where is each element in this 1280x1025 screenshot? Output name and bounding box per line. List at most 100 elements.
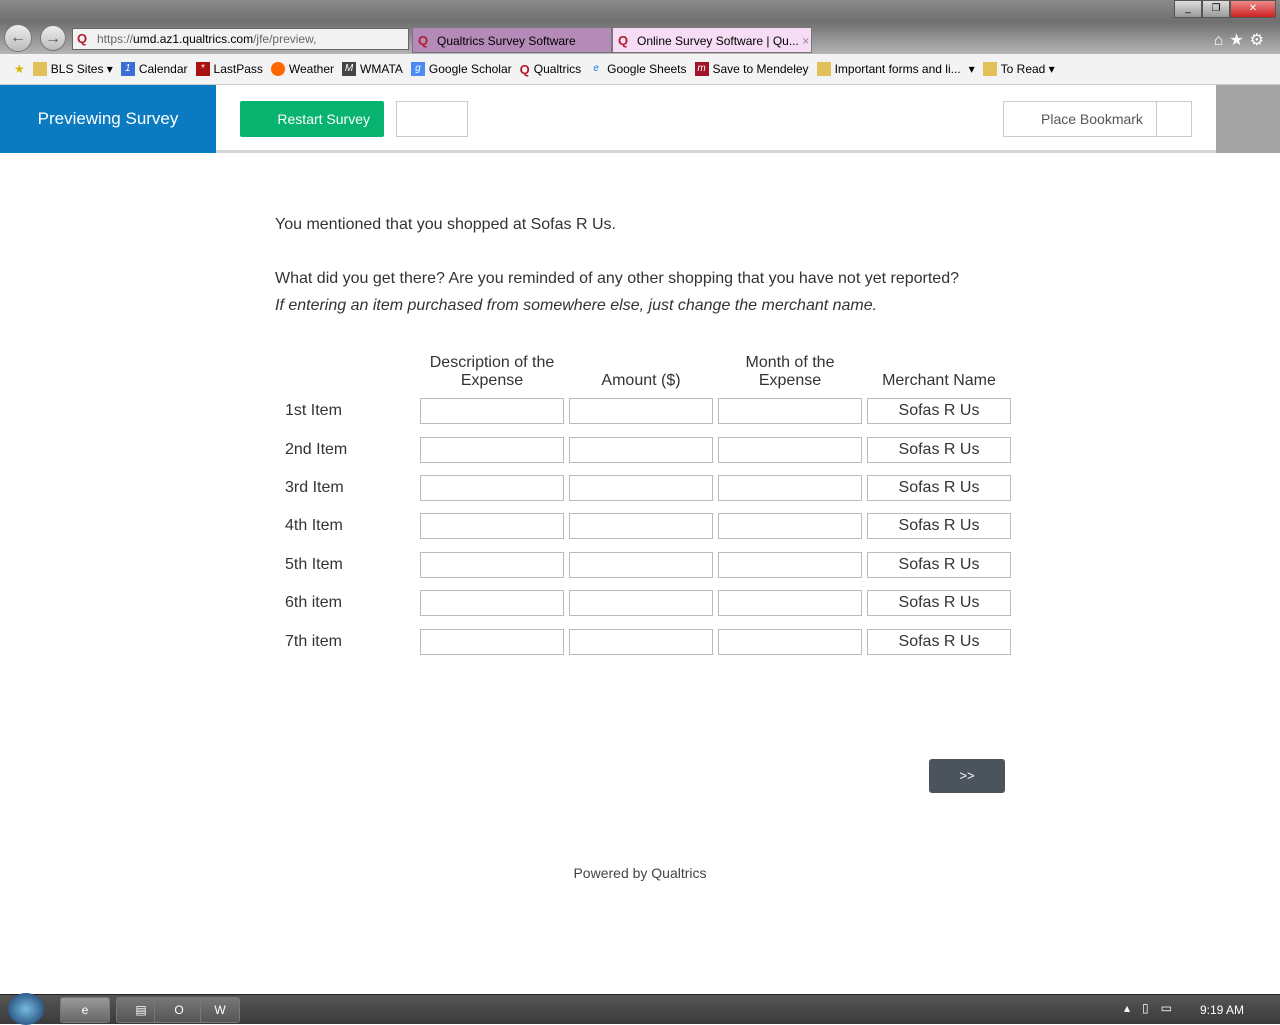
qualtrics-icon: Q: [519, 61, 530, 77]
month-input[interactable]: [718, 513, 862, 540]
qualtrics-icon: Q: [618, 33, 629, 48]
instruction-text: If entering an item purchased from somew…: [275, 297, 878, 314]
folder-icon: [32, 62, 47, 76]
month-input[interactable]: [718, 590, 862, 617]
qualtrics-icon: Q: [418, 33, 429, 48]
home-icon[interactable]: ⌂: [1213, 32, 1230, 49]
row-label: 4th Item: [285, 517, 343, 535]
amount-input[interactable]: [569, 474, 713, 501]
clock[interactable]: 9:19 AM: [1199, 1003, 1244, 1017]
bookmark-mendeley[interactable]: m Save to Mendeley: [694, 62, 809, 76]
description-input[interactable]: [420, 590, 564, 617]
close-window-button[interactable]: ✕: [1230, 0, 1276, 18]
table-row: 2nd Item: [280, 430, 1011, 468]
system-tray[interactable]: ▴▯▭: [1124, 1001, 1184, 1015]
folder-icon: [982, 62, 997, 76]
previewing-survey-label: Previewing Survey: [0, 85, 216, 153]
description-input[interactable]: [420, 513, 564, 540]
description-input[interactable]: [420, 628, 564, 655]
description-input[interactable]: [420, 551, 564, 578]
table-row: 4th Item: [280, 507, 1011, 545]
tab-close-icon[interactable]: ×: [802, 34, 810, 48]
description-input[interactable]: [420, 436, 564, 463]
bookmarks-overflow-chevron[interactable]: ▾: [968, 62, 975, 76]
powered-by-link[interactable]: Powered by Qualtrics: [573, 865, 707, 881]
question-text: You mentioned that you shopped at Sofas …: [275, 216, 959, 315]
month-input[interactable]: [718, 436, 862, 463]
place-bookmark-button[interactable]: Place Bookmark: [1003, 101, 1192, 137]
bookmark-important-forms[interactable]: Important forms and li...: [816, 62, 961, 76]
minimize-button[interactable]: _: [1174, 0, 1202, 18]
bookmark-weather[interactable]: Weather: [270, 62, 334, 76]
month-input[interactable]: [718, 398, 862, 425]
amount-input[interactable]: [569, 436, 713, 463]
merchant-name-input[interactable]: [867, 474, 1011, 501]
amount-input[interactable]: [569, 628, 713, 655]
taskbar-ie[interactable]: e: [60, 997, 110, 1023]
description-input[interactable]: [420, 398, 564, 425]
table-row: 5th Item: [280, 546, 1011, 584]
bookmark-google-scholar[interactable]: g Google Scholar: [410, 62, 512, 76]
merchant-name-input[interactable]: [867, 398, 1011, 425]
preview-options-button[interactable]: [396, 101, 468, 137]
restore-button[interactable]: ❐: [1202, 0, 1230, 18]
star-icon[interactable]: ★: [1229, 32, 1250, 49]
window-controls: _ ❐ ✕: [1174, 0, 1276, 18]
ie-page-icon: e: [593, 63, 599, 74]
tab-qualtrics[interactable]: Q Qualtrics Survey Software: [412, 27, 612, 53]
bookmark-to-read[interactable]: To Read ▾: [982, 62, 1055, 76]
amount-input[interactable]: [569, 513, 713, 540]
merchant-name-input[interactable]: [867, 551, 1011, 578]
row-label: 2nd Item: [285, 440, 348, 458]
merchant-name-input[interactable]: [867, 436, 1011, 463]
row-label: 6th item: [285, 594, 342, 612]
intro-text: You mentioned that you shopped at Sofas …: [275, 216, 616, 233]
row-label: 7th item: [285, 632, 342, 650]
tab-online-survey[interactable]: Q Online Survey Software | Qu... ×: [612, 27, 812, 53]
month-input[interactable]: [718, 474, 862, 501]
toolbar-icons: ⌂★⚙: [1214, 30, 1270, 50]
amount-input[interactable]: [569, 590, 713, 617]
amount-input[interactable]: [569, 398, 713, 425]
qualtrics-icon: Q: [77, 31, 88, 46]
start-button[interactable]: [8, 993, 44, 1025]
lastpass-icon: *: [195, 62, 210, 76]
bookmark-calendar[interactable]: 1 Calendar: [120, 62, 188, 76]
back-button[interactable]: ←: [4, 24, 32, 52]
bookmark-wmata[interactable]: M WMATA: [342, 62, 403, 76]
next-button[interactable]: >>: [929, 759, 1005, 793]
question-prompt: What did you get there? Are you reminded…: [275, 270, 959, 287]
column-header: Amount ($): [601, 372, 681, 389]
table-row: 7th item: [280, 622, 1011, 660]
bookmark-bls[interactable]: BLS Sites ▾: [32, 62, 113, 76]
merchant-name-input[interactable]: [867, 590, 1011, 617]
favorites-star-icon[interactable]: ★: [14, 62, 25, 76]
month-input[interactable]: [718, 551, 862, 578]
favorites-bar: ★ BLS Sites ▾ 1 Calendar * LastPass Weathe…: [0, 54, 1280, 85]
bookmark-qualtrics[interactable]: Q Qualtrics: [519, 61, 582, 77]
weather-icon: [270, 62, 285, 76]
bookmark-google-sheets[interactable]: e Google Sheets: [589, 62, 686, 76]
row-label: 1st Item: [285, 402, 342, 420]
preview-header: Previewing Survey Restart Survey Place B…: [0, 85, 1216, 153]
month-input[interactable]: [718, 628, 862, 655]
description-input[interactable]: [420, 474, 564, 501]
row-label: 3rd Item: [285, 478, 344, 496]
amount-input[interactable]: [569, 551, 713, 578]
taskbar-word[interactable]: W: [200, 997, 240, 1023]
gear-icon[interactable]: ⚙: [1249, 32, 1270, 49]
scholar-icon: g: [410, 62, 425, 76]
taskbar-outlook[interactable]: O: [154, 997, 204, 1023]
forward-button[interactable]: →: [40, 25, 66, 51]
header-side-panel: [1216, 85, 1280, 153]
taskbar: e ▤ O W ▴▯▭ 9:19 AM: [0, 993, 1280, 1025]
bookmark-lastpass[interactable]: * LastPass: [195, 62, 263, 76]
restart-survey-button[interactable]: Restart Survey: [240, 101, 384, 137]
row-label: 5th Item: [285, 555, 343, 573]
merchant-name-input[interactable]: [867, 628, 1011, 655]
wmata-icon: M: [342, 62, 357, 76]
merchant-name-input[interactable]: [867, 513, 1011, 540]
table-row: 3rd Item: [280, 469, 1011, 507]
